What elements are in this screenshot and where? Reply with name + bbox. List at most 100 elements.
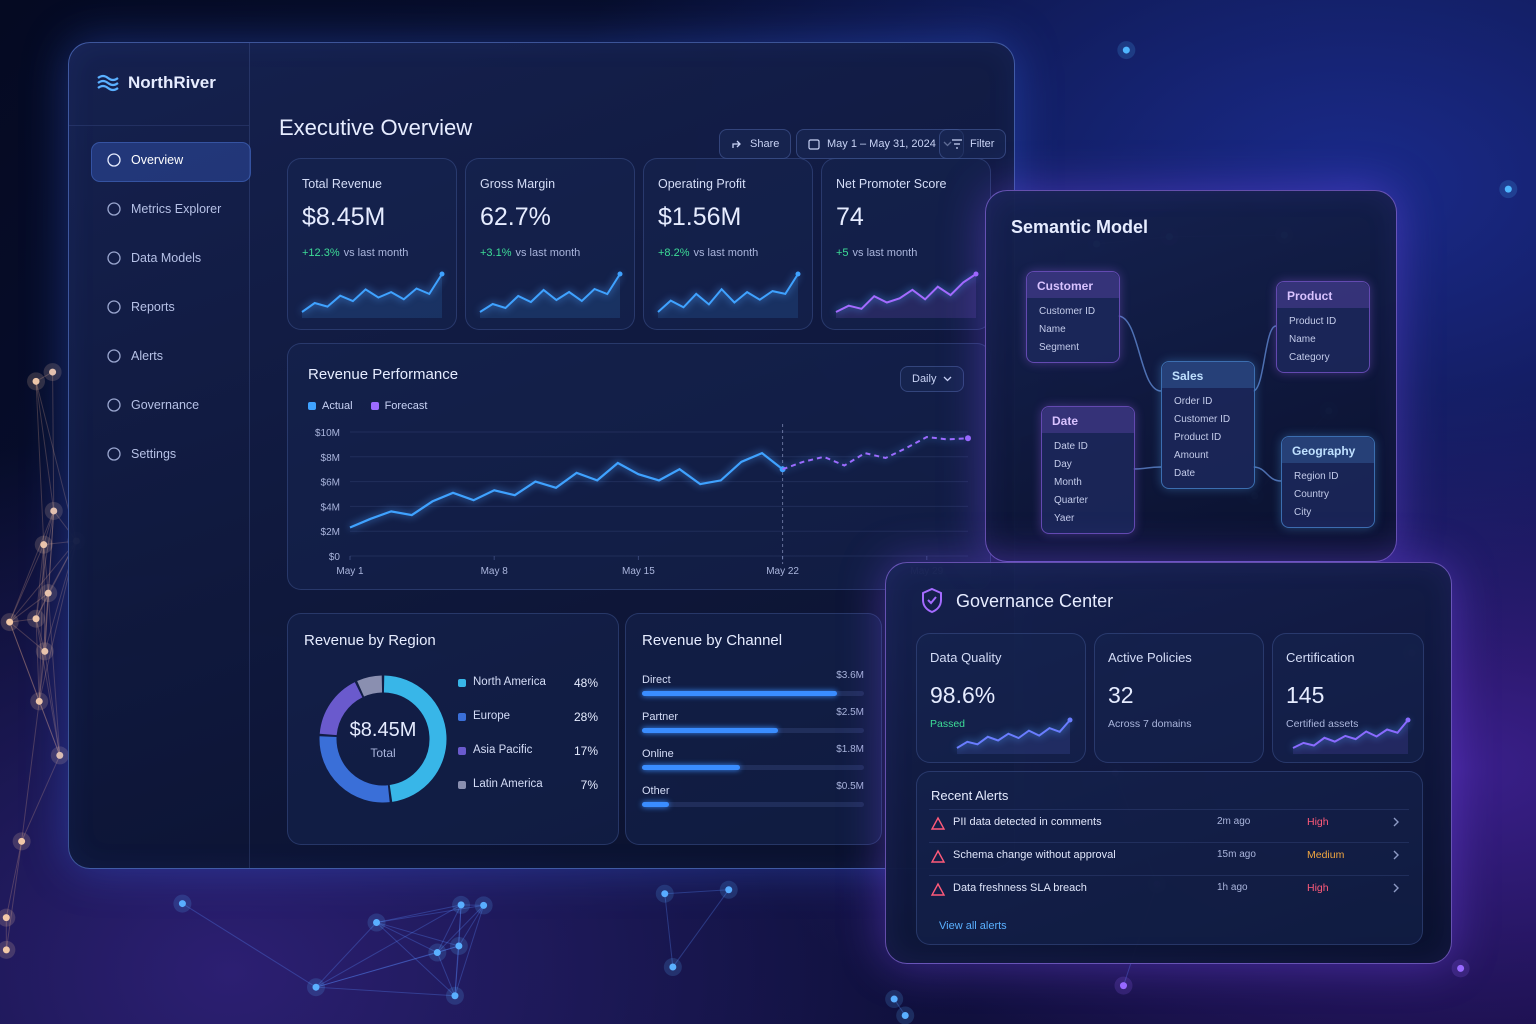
sparkline-area: [302, 274, 442, 318]
sparkline-endpoint: [439, 271, 445, 277]
kpi-value: 74: [836, 203, 864, 231]
entity-name: Sales: [1172, 369, 1204, 383]
entity-header: [1162, 362, 1254, 388]
region-name: North America: [473, 676, 546, 688]
network-link: [458, 905, 485, 947]
network-link: [35, 618, 46, 652]
sparkline: [301, 271, 445, 318]
network-link: [315, 922, 377, 988]
filter-button[interactable]: Filter: [939, 129, 1007, 159]
network-node: [661, 890, 669, 898]
network-node: [373, 919, 381, 927]
legend-swatch: [458, 679, 466, 687]
nav-item[interactable]: Reports: [131, 300, 175, 314]
granularity-dropdown[interactable]: Daily: [900, 366, 965, 392]
warning-glyph: [930, 849, 946, 863]
legend-item[interactable]: Actual: [308, 400, 353, 412]
kpi-delta: +5: [836, 247, 849, 259]
entity-field: Month: [1054, 477, 1082, 488]
entity-card[interactable]: Geography Region ID Country City: [1281, 436, 1375, 528]
alert-text[interactable]: Data freshness SLA breach: [953, 882, 1087, 894]
entity-card[interactable]: Sales Order ID Customer ID Product ID Amount…: [1161, 361, 1255, 489]
nav-item[interactable]: Data Models: [131, 251, 202, 265]
legend-label: Forecast: [384, 400, 428, 412]
entity-field: Day: [1054, 459, 1072, 470]
logo-waves: [97, 74, 119, 92]
card-label: Active Policies: [1108, 650, 1192, 665]
legend-swatch: [458, 713, 466, 721]
relationship-line: [1117, 315, 1162, 392]
network-link: [9, 621, 61, 756]
view-all-alerts-link[interactable]: View all alerts: [939, 920, 1007, 932]
network-node: [455, 942, 463, 950]
chevron-down: [943, 376, 952, 382]
kpi-delta-row: +12.3% vs last month: [302, 247, 408, 259]
nav-item[interactable]: Alerts: [131, 349, 163, 363]
alert-text[interactable]: Schema change without approval: [953, 849, 1116, 861]
sparkline-endpoint: [1067, 717, 1073, 723]
alert-text[interactable]: PII data detected in comments: [953, 816, 1102, 828]
network-link: [9, 544, 45, 623]
sparkline-line: [1292, 719, 1409, 749]
network-node: [49, 368, 57, 376]
network-node: [433, 949, 441, 957]
network-link: [35, 544, 45, 619]
dashboard-window: NorthRiver Executive Overview Share May …: [68, 42, 1015, 869]
card-value: 32: [1108, 682, 1134, 708]
entity-field: City: [1294, 507, 1312, 518]
region-share: 48%: [573, 676, 598, 690]
relationship-line: [1252, 466, 1282, 482]
share-button[interactable]: Share: [719, 129, 792, 159]
entity-card[interactable]: Product Product ID Name Category: [1276, 281, 1370, 373]
entity-field: Customer ID: [1174, 414, 1231, 425]
nav-item[interactable]: Governance: [131, 398, 200, 412]
kpi-value: 62.7%: [480, 203, 551, 231]
network-node: [1122, 46, 1130, 54]
share-glyph: [732, 140, 741, 148]
channel-value: $1.8M: [836, 744, 864, 755]
nav-item[interactable]: Metrics Explorer: [131, 202, 222, 216]
network-link: [47, 593, 61, 756]
chevron-right[interactable]: [1393, 817, 1400, 827]
card-label: Data Quality: [930, 650, 1002, 665]
entity-field: Amount: [1174, 450, 1209, 461]
legend-item[interactable]: Forecast: [370, 400, 428, 412]
nav-icon: [107, 300, 121, 314]
chevron-right[interactable]: [1393, 850, 1400, 860]
region-share: 17%: [573, 744, 598, 758]
card-title: Revenue by Region: [304, 632, 436, 649]
entity-card[interactable]: Customer Customer ID Name Segment: [1026, 271, 1120, 363]
sparkline-area: [836, 274, 976, 318]
card-note: Passed: [930, 718, 966, 730]
filter-glyph: [952, 139, 962, 149]
governance-center-window: Governance Center Recent Alerts View all…: [885, 562, 1452, 964]
kpi-card: Operating Profit $1.56M +8.2% vs last month: [643, 158, 813, 330]
sparkline-endpoint: [617, 271, 623, 277]
nav-item[interactable]: Settings: [131, 447, 177, 461]
network-link: [461, 904, 484, 906]
date-range-picker[interactable]: May 1 – May 31, 2024: [796, 129, 964, 159]
alert-divider: [929, 809, 1409, 810]
filter-icon: [952, 139, 962, 149]
entity-card[interactable]: Date Date ID Day Month Quarter Yaer: [1041, 406, 1135, 534]
date-range-label: May 1 – May 31, 2024: [827, 138, 936, 150]
network-link: [44, 593, 49, 652]
filter-label: Filter: [970, 138, 995, 150]
alert-time: 15m ago: [1217, 849, 1256, 860]
kpi-delta: +3.1%: [480, 247, 512, 259]
network-link: [9, 540, 77, 623]
network-node: [50, 507, 58, 515]
kpi-label: Operating Profit: [658, 177, 746, 191]
network-link: [21, 701, 40, 842]
nav-icon-glyph: [107, 398, 121, 412]
nav-icon-glyph: [107, 251, 121, 265]
entity-field: Product ID: [1174, 432, 1222, 443]
chevron-right[interactable]: [1393, 883, 1400, 893]
sparkline-endpoint: [1405, 717, 1411, 723]
alert-time: 1h ago: [1217, 882, 1248, 893]
nav-item[interactable]: Overview: [131, 153, 184, 167]
legend-swatch: [458, 781, 466, 789]
sparkline-line: [956, 719, 1071, 749]
brand-logo: [97, 74, 119, 92]
